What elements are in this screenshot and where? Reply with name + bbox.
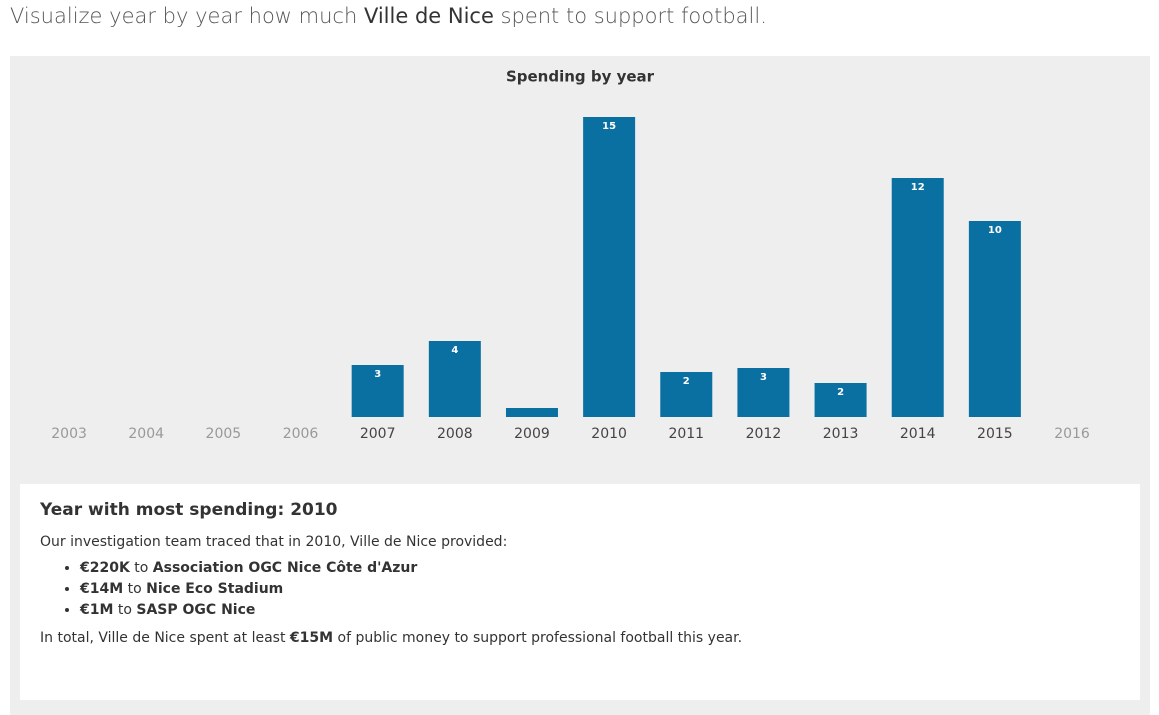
list-item: €220K to Association OGC Nice Côte d'Azu… bbox=[80, 560, 1120, 576]
x-tick-label: 2008 bbox=[437, 426, 473, 442]
bar bbox=[737, 368, 790, 417]
item-connector: to bbox=[134, 560, 149, 576]
intro-entity: Ville de Nice bbox=[363, 4, 494, 28]
total-text: of public money to support professional … bbox=[333, 630, 743, 646]
item-amount: €14M bbox=[80, 581, 124, 597]
chart: Spending by year 2003 2004 2005 2006 2007 3 20… bbox=[51, 68, 1090, 443]
item-amount: €220K bbox=[80, 560, 130, 576]
intro-text: Visualize year by year how much bbox=[10, 4, 364, 28]
data-label: 2 bbox=[837, 387, 844, 398]
x-tick-label: 2009 bbox=[514, 426, 550, 442]
chart-title: Spending by year bbox=[506, 68, 655, 86]
data-label: 10 bbox=[988, 225, 1002, 236]
x-tick-label: 2003 bbox=[51, 426, 87, 442]
bar bbox=[660, 372, 713, 417]
x-tick-label: 2012 bbox=[746, 426, 782, 442]
bar bbox=[505, 408, 558, 417]
data-label: 4 bbox=[451, 345, 458, 356]
bar bbox=[968, 221, 1021, 417]
x-tick-label: 2011 bbox=[668, 426, 704, 442]
data-label: 3 bbox=[374, 369, 381, 380]
data-label: 3 bbox=[760, 372, 767, 383]
x-tick-label: 2006 bbox=[283, 426, 319, 442]
bar bbox=[583, 117, 636, 417]
summary-panel: Year with most spending: 2010 Our invest… bbox=[20, 484, 1140, 700]
bar bbox=[814, 383, 867, 417]
intro: Visualize year by year how much Ville de… bbox=[10, 4, 767, 28]
bar bbox=[351, 365, 404, 417]
item-recipient: Nice Eco Stadium bbox=[146, 581, 284, 597]
x-tick-label: 2013 bbox=[823, 426, 859, 442]
item-connector: to bbox=[127, 581, 142, 597]
data-label: 15 bbox=[602, 121, 616, 132]
item-list: €220K to Association OGC Nice Côte d'Azu… bbox=[40, 560, 1120, 618]
x-tick-label: 2015 bbox=[977, 426, 1013, 442]
item-recipient: SASP OGC Nice bbox=[136, 602, 256, 618]
data-label: 12 bbox=[911, 182, 925, 193]
item-recipient: Association OGC Nice Côte d'Azur bbox=[152, 560, 418, 576]
item-amount: €1M bbox=[80, 602, 114, 618]
x-tick-label: 2010 bbox=[591, 426, 627, 442]
intro-text: spent to support football. bbox=[493, 4, 767, 28]
list-item: €1M to SASP OGC Nice bbox=[80, 602, 1120, 618]
data-label: 2 bbox=[683, 376, 690, 387]
total-text: In total, Ville de Nice spent at least bbox=[40, 630, 290, 646]
bar bbox=[891, 178, 944, 417]
panel-lead: Our investigation team traced that in 20… bbox=[40, 534, 508, 550]
list-item: €14M to Nice Eco Stadium bbox=[80, 581, 1120, 597]
x-tick-label: 2007 bbox=[360, 426, 396, 442]
x-tick-label: 2004 bbox=[128, 426, 164, 442]
item-connector: to bbox=[117, 602, 132, 618]
x-tick-label: 2005 bbox=[206, 426, 242, 442]
panel-total: In total, Ville de Nice spent at least €… bbox=[40, 630, 1120, 646]
total-amount: €15M bbox=[289, 630, 334, 646]
bar bbox=[428, 341, 481, 417]
x-tick-label: 2016 bbox=[1054, 426, 1090, 442]
x-tick-label: 2014 bbox=[900, 426, 936, 442]
panel-title: Year with most spending: 2010 bbox=[40, 500, 338, 520]
